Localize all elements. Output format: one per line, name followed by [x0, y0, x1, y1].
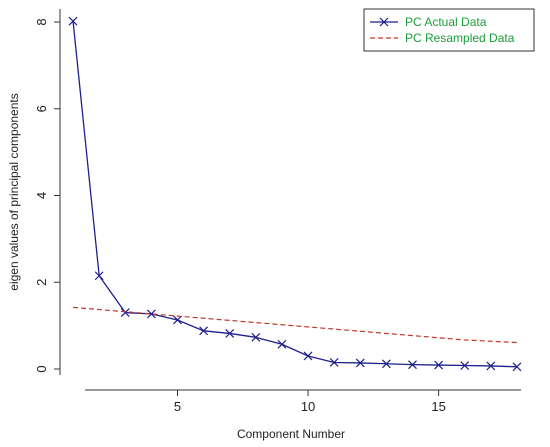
series-line-2	[73, 306, 517, 344]
data-point	[303, 351, 313, 361]
data-point	[486, 361, 496, 371]
data-point	[277, 339, 287, 349]
x-tick-label: 15	[431, 399, 445, 414]
data-point	[94, 271, 104, 281]
data-point	[68, 16, 78, 26]
data-point	[512, 362, 522, 372]
y-tick-label: 2	[34, 279, 49, 286]
y-tick-label: 8	[34, 18, 49, 25]
data-point	[355, 358, 365, 368]
x-axis-ticks: 5 10 15	[174, 390, 446, 414]
data-point	[251, 332, 261, 342]
data-point	[146, 309, 156, 319]
x-tick-label: 5	[174, 399, 181, 414]
y-axis-ticks: 0 2 4 6 8	[34, 18, 60, 373]
data-point	[381, 359, 391, 369]
data-point	[408, 360, 417, 370]
legend-box	[363, 8, 535, 52]
plot-area	[59, 9, 521, 391]
data-point	[120, 308, 130, 318]
y-tick-label: 4	[34, 192, 49, 199]
legend-label-1: PC Actual Data	[405, 15, 487, 29]
series-line-1	[72, 21, 517, 368]
data-point	[199, 326, 209, 336]
y-tick-label: 0	[34, 365, 49, 372]
data-point	[173, 315, 182, 325]
series-layer	[68, 16, 522, 372]
data-point	[434, 360, 444, 370]
data-point	[329, 358, 339, 367]
legend: PC Actual Data PC Resampled Data	[363, 8, 535, 52]
y-tick-label: 6	[34, 105, 49, 112]
data-point	[460, 361, 470, 370]
data-point	[225, 328, 235, 338]
y-axis-label: eigen values of principal components	[7, 93, 21, 290]
x-tick-label: 10	[301, 399, 315, 414]
legend-label-2: PC Resampled Data	[405, 31, 515, 45]
x-axis-label: Component Number	[237, 427, 345, 441]
